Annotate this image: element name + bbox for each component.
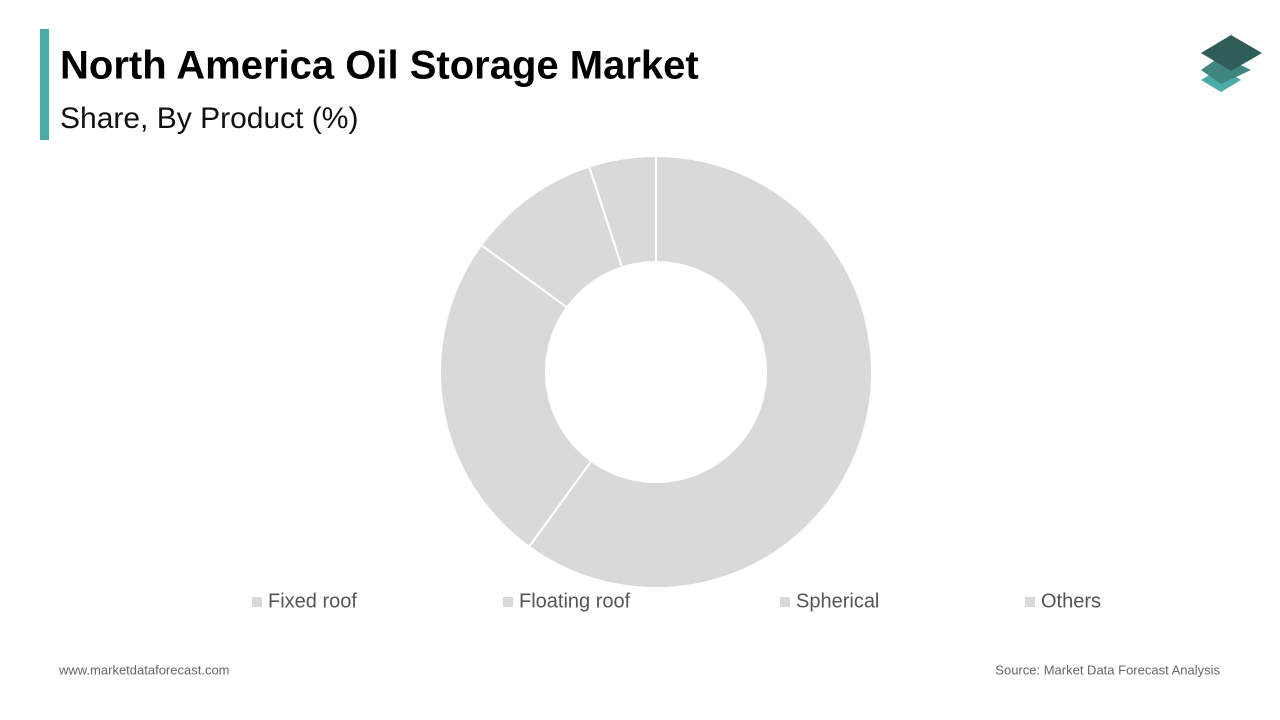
legend: Fixed roof Floating roof Spherical Others: [252, 590, 1101, 612]
legend-swatch: [503, 597, 513, 607]
title-accent: [40, 29, 49, 140]
chart-title: North America Oil Storage Market: [60, 44, 699, 88]
donut-slice: [527, 154, 873, 589]
chart-subtitle: Share, By Product (%): [60, 102, 358, 135]
legend-swatch: [780, 597, 790, 607]
legend-swatch: [1025, 597, 1035, 607]
donut: [439, 154, 873, 589]
donut-slice: [587, 154, 657, 269]
donut-slice: [439, 243, 593, 549]
logo: [1201, 35, 1262, 92]
legend-label: Spherical: [796, 590, 879, 612]
legend-label: Floating roof: [519, 590, 631, 612]
footer-website: www.marketdataforecast.com: [58, 662, 230, 677]
legend-label: Others: [1041, 590, 1101, 612]
legend-label: Fixed roof: [268, 590, 357, 612]
legend-swatch: [252, 597, 262, 607]
footer-source: Source: Market Data Forecast Analysis: [995, 662, 1220, 677]
